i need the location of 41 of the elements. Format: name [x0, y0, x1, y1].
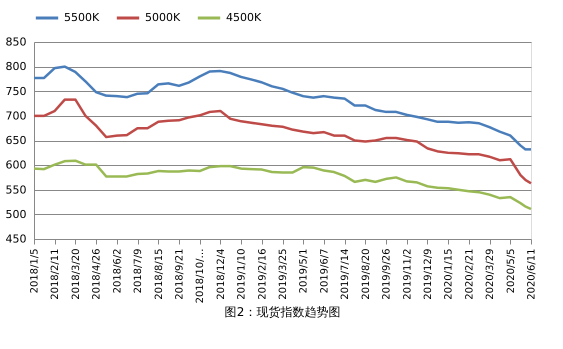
caption: 图2：现货指数趋势图	[224, 304, 340, 319]
x-tick-label: 2019/5/1	[298, 248, 310, 294]
x-tick-label: 2019/1/10	[236, 248, 248, 300]
x-tick-label: 2020/2/21	[464, 248, 476, 300]
x-tick-label: 2020/1/15	[444, 248, 455, 300]
y-tick-label: 550	[6, 183, 26, 196]
y-tick-label: 500	[6, 208, 26, 221]
x-tick-label: 2019/8/20	[360, 248, 372, 300]
x-tick-label: 2019/9/26	[382, 248, 393, 300]
x-tick-label: 2019/2/16	[257, 248, 268, 300]
x-tick-label: 2019/6/7	[319, 248, 330, 294]
y-tick-label: 800	[6, 60, 26, 74]
x-tick-label: 2019/7/14	[340, 248, 352, 300]
x-tick-label: 2018/1/5	[30, 248, 40, 294]
y-tick-label: 650	[6, 134, 26, 147]
x-tick-label: 2018/12/4	[216, 248, 227, 300]
x-tick-label: 2020/6/11	[526, 248, 538, 300]
line-series	[32, 159, 532, 210]
x-tick-label: 2018/2/11	[50, 248, 62, 300]
x-tick-label: 2019/11/2	[402, 248, 414, 300]
x-tick-label: 2018/4/26	[92, 248, 103, 300]
x-tick-label: 2019/12/9	[422, 248, 434, 300]
y-tick-label: 850	[6, 36, 26, 48]
x-tick-label: 2018/8/15	[154, 248, 165, 300]
line-series	[32, 65, 532, 151]
legend-label: 5000K	[145, 11, 181, 24]
legend-label: 5500K	[64, 11, 100, 24]
y-tick-label: 750	[6, 84, 26, 98]
x-tick-label: 2018/9/21	[174, 248, 186, 300]
x-tick-label: 2018/7/9	[133, 248, 144, 294]
x-tick-label: 2019/3/25	[278, 248, 289, 300]
x-tick-label: 2020/5/5	[506, 248, 517, 294]
x-tick-label: 2018/6/2	[112, 248, 124, 294]
x-tick-label: 2018/3/20	[70, 248, 82, 300]
legend-label: 4500K	[226, 11, 262, 24]
line-series	[32, 98, 532, 185]
y-tick-label: 600	[6, 158, 26, 172]
y-tick-label: 700	[6, 109, 26, 122]
x-tick-label: 2018/10/…	[195, 248, 206, 304]
x-tick-label: 2020/3/29	[485, 248, 496, 300]
y-tick-label: 450	[6, 232, 26, 246]
